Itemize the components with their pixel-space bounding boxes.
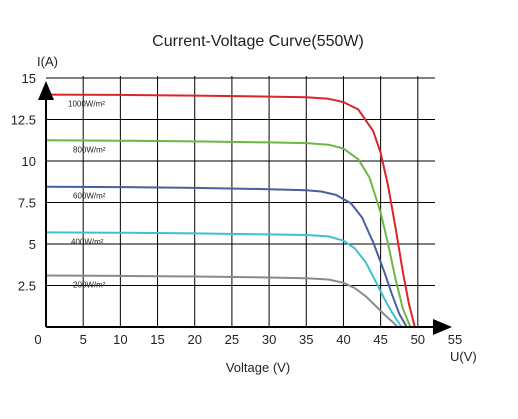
y-axis-arrow-icon — [38, 81, 54, 100]
series-line-3 — [45, 231, 403, 328]
x-tick-label: 30 — [262, 332, 276, 347]
series-line-4 — [45, 274, 399, 328]
x-tick-label: 40 — [336, 332, 350, 347]
y-tick-label: 12.5 — [11, 113, 36, 128]
x-tick-label: 35 — [299, 332, 313, 347]
x-tick-label: 50 — [411, 332, 425, 347]
series-label-0: 1000W/m² — [68, 100, 105, 109]
y-tick-label: 15 — [22, 71, 36, 86]
x-tick-label: 10 — [113, 332, 127, 347]
x-tick-label: 15 — [150, 332, 164, 347]
grid — [46, 76, 435, 327]
x-tick-label: 55 — [448, 332, 462, 347]
x-tick-label: 45 — [373, 332, 387, 347]
series-label-2: 600W/m² — [73, 192, 106, 201]
series-label-1: 800W/m² — [73, 145, 106, 154]
series-line-2 — [45, 185, 408, 328]
y-tick-label: 7.5 — [18, 196, 36, 211]
series-label-4: 200W/m² — [73, 281, 106, 290]
chart-title: Current-Voltage Curve(550W) — [152, 33, 364, 50]
x-axis-label: Voltage (V) — [226, 360, 290, 375]
x-tick-label: 5 — [80, 332, 87, 347]
x-axis-unit-label: U(V) — [450, 349, 477, 364]
x-tick-label: 25 — [225, 332, 239, 347]
y-tick-label: 10 — [22, 154, 36, 169]
series-label-3: 400W/m² — [71, 237, 104, 246]
x-tick-label: 0 — [34, 332, 41, 347]
tick-labels: 0 5 10 15 20 25 30 35 40 45 50 55 2.5 5 7.5 10 12.5 15 — [11, 71, 463, 347]
series-line-0 — [45, 93, 416, 328]
y-tick-label: 5 — [29, 237, 36, 252]
axes — [38, 81, 452, 335]
series-layer — [45, 93, 416, 328]
series-labels: 1000W/m² 800W/m² 600W/m² 400W/m² 200W/m² — [68, 100, 106, 290]
x-axis-arrow-icon — [433, 319, 452, 335]
y-axis-label: I(A) — [37, 54, 58, 69]
series-line-1 — [45, 139, 412, 328]
x-tick-label: 20 — [187, 332, 201, 347]
y-tick-label: 2.5 — [18, 279, 36, 294]
